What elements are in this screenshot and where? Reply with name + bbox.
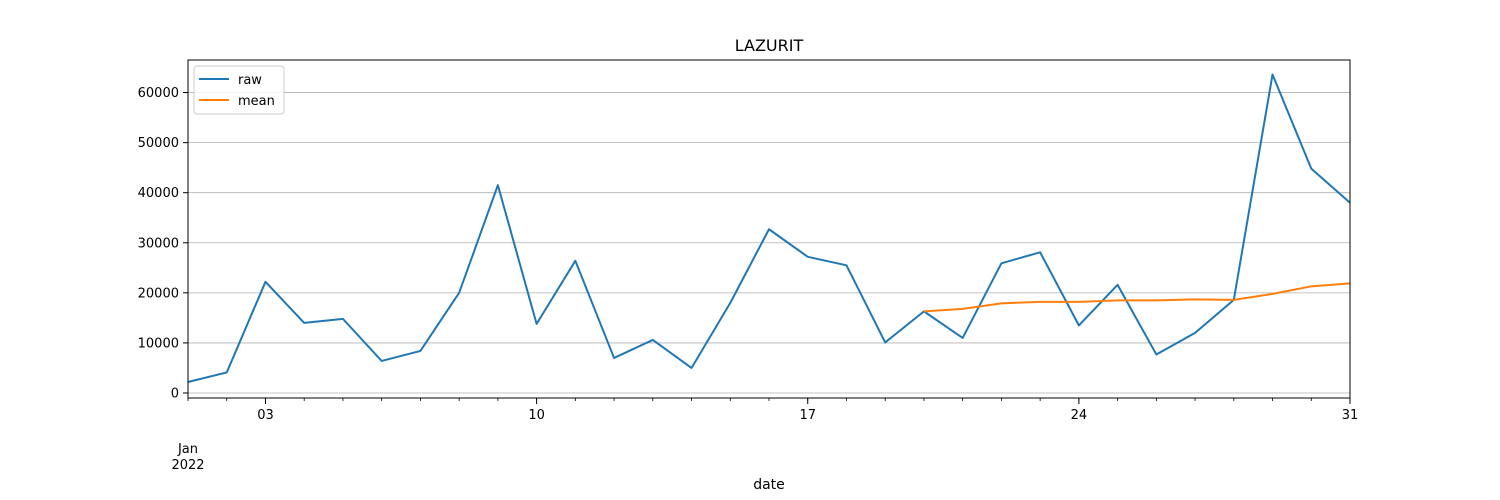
point-raw-7 bbox=[458, 291, 461, 294]
point-raw-29 bbox=[1310, 167, 1313, 170]
point-raw-15 bbox=[768, 228, 771, 231]
point-raw-24 bbox=[1116, 283, 1119, 286]
series-layer bbox=[187, 73, 1351, 383]
point-raw-3 bbox=[303, 321, 306, 324]
series-mean bbox=[922, 282, 1351, 313]
point-mean-20 bbox=[961, 307, 964, 310]
x-axis-label: date bbox=[753, 477, 785, 493]
x-tick-label-2: 17 bbox=[799, 408, 816, 423]
x-corner-label-year: 2022 bbox=[171, 458, 204, 473]
x-tick-label-0: 03 bbox=[257, 408, 274, 423]
y-tick-label-6: 60000 bbox=[138, 86, 179, 101]
series-line-mean bbox=[923, 282, 1351, 313]
point-raw-22 bbox=[1039, 251, 1042, 254]
point-raw-10 bbox=[574, 259, 577, 262]
point-raw-13 bbox=[690, 366, 693, 369]
legend: raw mean bbox=[193, 65, 285, 115]
point-raw-8 bbox=[496, 184, 499, 187]
x-corner-label-month: Jan bbox=[177, 442, 198, 457]
point-mean-28 bbox=[1271, 292, 1274, 295]
point-mean-29 bbox=[1310, 285, 1313, 288]
point-raw-20 bbox=[961, 336, 964, 339]
point-mean-25 bbox=[1155, 299, 1158, 302]
series-raw bbox=[187, 73, 1351, 383]
y-axis: 0 10000 20000 30000 40000 50000 60000 bbox=[138, 86, 188, 401]
point-raw-26 bbox=[1194, 331, 1197, 334]
point-raw-2 bbox=[264, 280, 267, 283]
y-tick-label-4: 40000 bbox=[138, 186, 179, 201]
point-mean-19 bbox=[922, 310, 925, 313]
point-mean-22 bbox=[1039, 300, 1042, 303]
point-mean-23 bbox=[1077, 300, 1080, 303]
point-raw-14 bbox=[729, 301, 732, 304]
y-tick-label-3: 30000 bbox=[138, 236, 179, 251]
y-tick-label-2: 20000 bbox=[138, 286, 179, 301]
x-axis: 03 10 17 24 31 bbox=[187, 398, 1359, 423]
y-tick-label-1: 10000 bbox=[138, 336, 179, 351]
point-raw-18 bbox=[884, 341, 887, 344]
point-mean-27 bbox=[1232, 298, 1235, 301]
point-raw-12 bbox=[651, 338, 654, 341]
point-mean-26 bbox=[1194, 298, 1197, 301]
point-raw-9 bbox=[535, 322, 538, 325]
point-raw-17 bbox=[845, 264, 848, 267]
point-raw-5 bbox=[380, 359, 383, 362]
point-mean-21 bbox=[1000, 302, 1003, 305]
point-raw-6 bbox=[419, 349, 422, 352]
point-raw-1 bbox=[225, 371, 228, 374]
point-raw-21 bbox=[1000, 262, 1003, 265]
point-raw-4 bbox=[341, 317, 344, 320]
x-tick-label-4: 31 bbox=[1342, 408, 1359, 423]
point-mean-24 bbox=[1116, 299, 1119, 302]
point-raw-25 bbox=[1155, 353, 1158, 356]
x-tick-label-1: 10 bbox=[528, 408, 545, 423]
y-tick-label-5: 50000 bbox=[138, 136, 179, 151]
point-raw-23 bbox=[1077, 324, 1080, 327]
series-line-raw bbox=[187, 73, 1351, 383]
legend-label-raw: raw bbox=[238, 73, 262, 88]
point-raw-11 bbox=[613, 356, 616, 359]
y-tick-label-0: 0 bbox=[171, 386, 179, 401]
grid-lines bbox=[188, 92, 1350, 394]
x-tick-label-3: 24 bbox=[1071, 408, 1088, 423]
point-raw-28 bbox=[1271, 73, 1274, 76]
point-raw-16 bbox=[806, 255, 809, 258]
chart-title: LAZURIT bbox=[735, 36, 804, 55]
legend-label-mean: mean bbox=[238, 94, 275, 109]
